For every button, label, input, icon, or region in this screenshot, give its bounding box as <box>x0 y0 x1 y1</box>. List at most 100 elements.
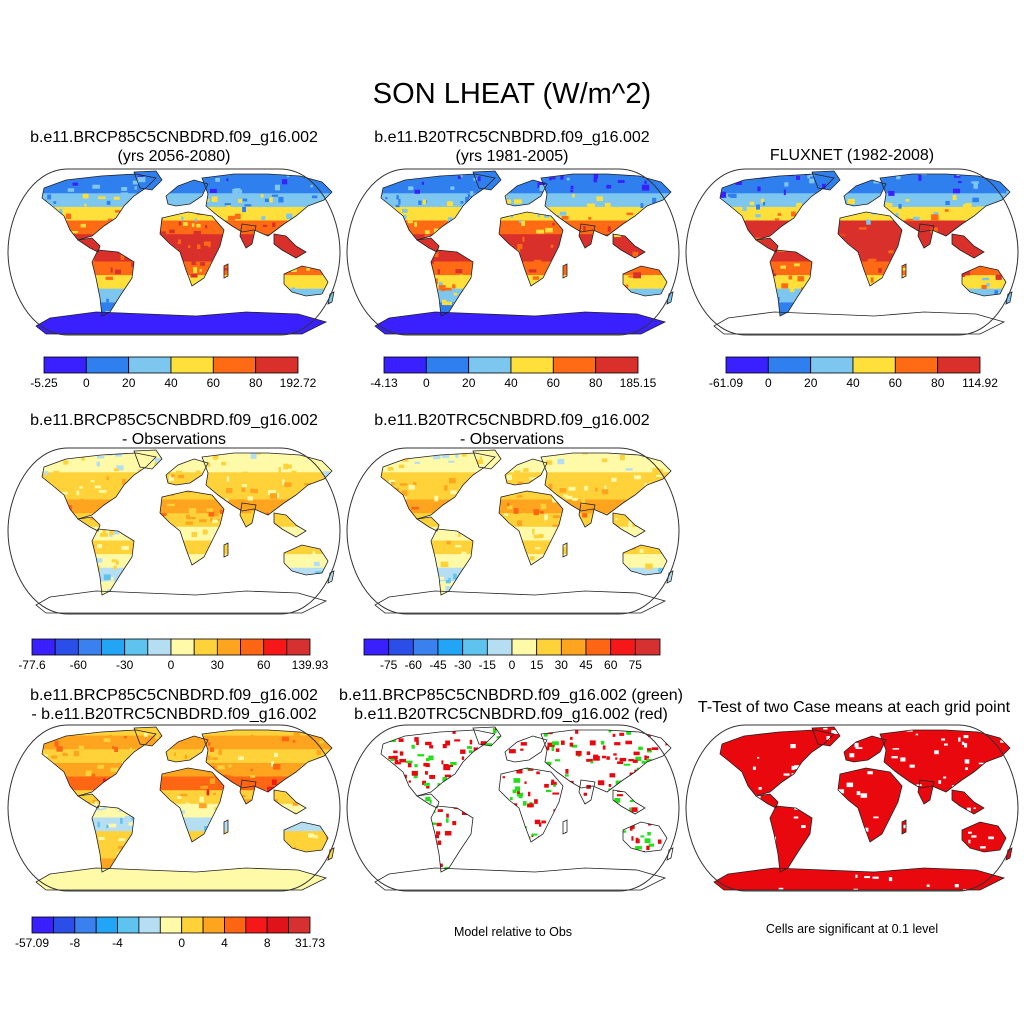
note-ttest: Cells are significant at 0.1 level <box>765 922 939 936</box>
colorbar-swatch <box>138 916 161 934</box>
colorbar-swatch <box>536 638 562 656</box>
colorbar-tick-label: 8 <box>264 936 271 950</box>
colorbar-swatch <box>74 916 97 934</box>
colorbar-tick-label: -61.09 <box>709 376 743 390</box>
colorbar-swatch <box>510 356 554 374</box>
panel-title-case2: b.e11.B20TRC5CNBDRD.f09_g16.002 (yrs 198… <box>344 128 680 166</box>
colorbar-tick-label: 0 <box>423 376 430 390</box>
coastlines <box>374 449 674 614</box>
colorbar-swatch <box>383 356 427 374</box>
panel-title-line2: - Observations <box>121 431 227 448</box>
map-case1 <box>7 168 341 336</box>
coastlines <box>713 170 1013 335</box>
colorbar-swatch <box>810 356 854 374</box>
colorbar-swatch <box>245 916 268 934</box>
colorbar-tick-label: -8 <box>69 936 80 950</box>
colorbar-tick-label: 30 <box>211 658 225 672</box>
colorbar-tick-label: -57.09 <box>15 936 49 950</box>
colorbar-tick-label: 75 <box>629 658 643 672</box>
colorbar-tick-label: 0 <box>178 936 185 950</box>
colorbar-case2: -4.13 0 20 40 60 80 185.15 <box>370 356 657 390</box>
map-frame <box>346 447 680 615</box>
map-case2-minus-obs <box>346 447 680 615</box>
colorbar-swatch <box>117 916 140 934</box>
colorbar-tick-label: 40 <box>504 376 518 390</box>
colorbar-tick-label: 0 <box>168 658 175 672</box>
map-case2 <box>346 168 680 336</box>
colorbar-swatch <box>894 356 939 374</box>
colorbar-tick-label: 40 <box>164 376 178 390</box>
panel-title-line1: b.e11.BRCP85C5CNBDRD.f09_g16.002 <box>30 687 318 704</box>
colorbar-swatch <box>937 356 981 374</box>
map-ttest <box>685 724 1019 892</box>
colorbar-swatch <box>610 638 636 656</box>
colorbar-tick-label: 80 <box>249 376 263 390</box>
panel-title-line1: b.e11.B20TRC5CNBDRD.f09_g16.002 <box>374 412 650 429</box>
colorbar-tick-label: 139.93 <box>292 658 329 672</box>
colorbar-tick-label: -4.13 <box>370 376 398 390</box>
note-model-relative: Model relative to Obs <box>453 925 573 939</box>
colorbar-tick-label: 60 <box>604 658 618 672</box>
panel-title-line1: b.e11.BRCP85C5CNBDRD.f09_g16.002 <box>30 412 318 429</box>
colorbar-tick-label: -4 <box>112 936 123 950</box>
colorbar-swatch <box>181 916 204 934</box>
panel-title-line2: - b.e11.B20TRC5CNBDRD.f09_g16.002 <box>31 706 317 723</box>
colorbar-swatch <box>43 356 87 374</box>
colorbar-tick-label: -60 <box>405 658 423 672</box>
colorbar-tick-label: 192.72 <box>280 376 317 390</box>
colorbar-tick-label: 20 <box>804 376 818 390</box>
colorbar-swatch <box>255 356 299 374</box>
colorbar-swatch <box>725 356 769 374</box>
colorbar-case1-minus-case2: -57.09 -8 -4 0 4 8 31.73 <box>15 916 325 950</box>
panel-title-line1: b.e11.BRCP85C5CNBDRD.f09_g16.002 (green) <box>339 687 683 704</box>
coastlines <box>35 170 335 335</box>
colorbar-tick-label: -77.6 <box>18 658 46 672</box>
colorbar-swatch <box>54 638 79 656</box>
colorbar-tick-label: 20 <box>462 376 476 390</box>
colorbar-swatch <box>202 916 225 934</box>
colorbar-swatch <box>767 356 812 374</box>
colorbar-swatch <box>31 638 56 656</box>
map-case1-minus-obs <box>7 447 341 615</box>
colorbar-swatch <box>128 356 172 374</box>
colorbar-tick-label: -5.25 <box>30 376 58 390</box>
colorbar-tick-label: 31.73 <box>295 936 325 950</box>
colorbar-swatch <box>170 638 195 656</box>
colorbar-swatch <box>31 916 54 934</box>
colorbar-tick-label: -60 <box>70 658 88 672</box>
colorbar-swatch <box>412 638 439 656</box>
panel-title-case1-minus-case2: b.e11.BRCP85C5CNBDRD.f09_g16.002 - b.e11… <box>6 686 342 724</box>
panel-title-line2: b.e11.B20TRC5CNBDRD.f09_g16.002 (red) <box>354 706 668 723</box>
colorbar-tick-label: -30 <box>454 658 472 672</box>
colorbar-tick-label: 40 <box>846 376 860 390</box>
coastlines <box>35 726 335 891</box>
colorbar-tick-label: 60 <box>547 376 561 390</box>
panel-title-line1: b.e11.BRCP85C5CNBDRD.f09_g16.002 <box>30 129 318 146</box>
panel-title-line2: - Observations <box>459 431 565 448</box>
colorbar-swatch <box>170 356 214 374</box>
colorbar-swatch <box>124 638 149 656</box>
colorbar-swatch <box>286 638 311 656</box>
panel-title-model-relative: b.e11.BRCP85C5CNBDRD.f09_g16.002 (green)… <box>330 686 692 724</box>
panel-title-line1: b.e11.B20TRC5CNBDRD.f09_g16.002 <box>374 129 650 146</box>
colorbar-swatch <box>147 638 172 656</box>
colorbar-swatch <box>216 638 241 656</box>
colorbar-tick-label: -75 <box>380 658 398 672</box>
colorbar-swatch <box>511 638 538 656</box>
colorbar-case2-minus-obs: -75 -60 -45 -30 -15 0 15 30 45 60 75 <box>363 638 661 672</box>
panel-title-line1: T-Test of two Case means at each grid po… <box>697 699 1011 716</box>
panel-title-case2-minus-obs: b.e11.B20TRC5CNBDRD.f09_g16.002 - Observ… <box>344 411 680 449</box>
panel-title-case1: b.e11.BRCP85C5CNBDRD.f09_g16.002 (yrs 20… <box>6 128 342 166</box>
colorbar-swatch <box>437 638 464 656</box>
colorbar-tick-label: 30 <box>555 658 569 672</box>
map-frame <box>346 724 680 892</box>
colorbar-swatch <box>159 916 183 934</box>
panel-title-ttest: T-Test of two Case means at each grid po… <box>688 698 1020 717</box>
colorbar-swatch <box>560 638 587 656</box>
map-frame <box>685 724 1019 892</box>
colorbar-tick-label: 114.92 <box>962 376 998 390</box>
coastlines <box>35 449 335 614</box>
colorbar-tick-label: 45 <box>579 658 593 672</box>
colorbar-tick-label: 60 <box>889 376 903 390</box>
colorbar-obs: -61.09 0 20 40 60 80 114.92 <box>709 356 998 390</box>
